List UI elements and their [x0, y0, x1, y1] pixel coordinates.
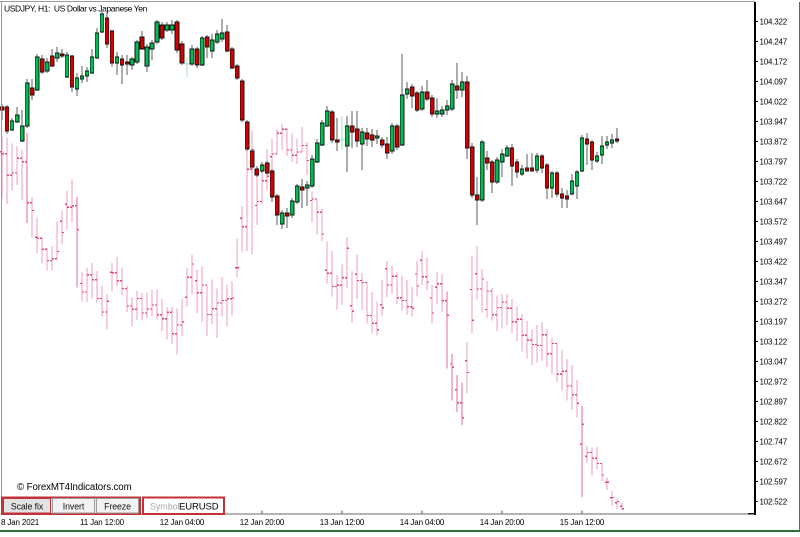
svg-text:102.522: 102.522 [760, 498, 788, 507]
svg-text:104.322: 104.322 [760, 18, 788, 27]
svg-text:© ForexMT4Indicators.com: © ForexMT4Indicators.com [17, 482, 132, 493]
svg-text:103.347: 103.347 [760, 278, 788, 287]
svg-text:Freeze: Freeze [104, 502, 131, 512]
svg-text:USDJPY, H1: US Dollar vs Japa: USDJPY, H1: US Dollar vs Japanese Yen [4, 4, 148, 14]
svg-text:14 Jan 04:00: 14 Jan 04:00 [400, 518, 445, 527]
svg-text:103.872: 103.872 [760, 138, 788, 147]
svg-text:103.272: 103.272 [760, 298, 788, 307]
svg-text:103.197: 103.197 [760, 318, 788, 327]
svg-text:102.672: 102.672 [760, 458, 788, 467]
svg-text:14 Jan 20:00: 14 Jan 20:00 [480, 518, 525, 527]
svg-text:12 Jan 04:00: 12 Jan 04:00 [160, 518, 205, 527]
svg-text:Symbol: Symbol [150, 502, 180, 512]
svg-text:104.097: 104.097 [760, 78, 788, 87]
svg-text:103.122: 103.122 [760, 338, 788, 347]
svg-text:103.647: 103.647 [760, 198, 788, 207]
svg-text:102.747: 102.747 [760, 438, 788, 447]
svg-text:103.572: 103.572 [760, 218, 788, 227]
svg-text:13 Jan 12:00: 13 Jan 12:00 [320, 518, 365, 527]
svg-text:12 Jan 20:00: 12 Jan 20:00 [240, 518, 285, 527]
svg-text:102.822: 102.822 [760, 418, 788, 427]
svg-text:103.497: 103.497 [760, 238, 788, 247]
svg-text:103.947: 103.947 [760, 118, 788, 127]
svg-text:102.597: 102.597 [760, 478, 788, 487]
svg-text:103.422: 103.422 [760, 258, 788, 267]
svg-text:11 Jan 12:00: 11 Jan 12:00 [80, 518, 125, 527]
svg-text:103.047: 103.047 [760, 358, 788, 367]
svg-text:103.797: 103.797 [760, 158, 788, 167]
svg-text:15 Jan 12:00: 15 Jan 12:00 [560, 518, 605, 527]
svg-text:104.172: 104.172 [760, 58, 788, 67]
svg-text:102.972: 102.972 [760, 378, 788, 387]
svg-text:EURUSD: EURUSD [179, 502, 219, 513]
svg-text:104.247: 104.247 [760, 38, 788, 47]
svg-text:103.722: 103.722 [760, 178, 788, 187]
svg-text:8 Jan 2021: 8 Jan 2021 [1, 518, 40, 527]
svg-text:Scale fix: Scale fix [11, 502, 44, 512]
svg-text:104.022: 104.022 [760, 98, 788, 107]
svg-text:102.897: 102.897 [760, 398, 788, 407]
svg-text:Invert: Invert [63, 502, 85, 512]
